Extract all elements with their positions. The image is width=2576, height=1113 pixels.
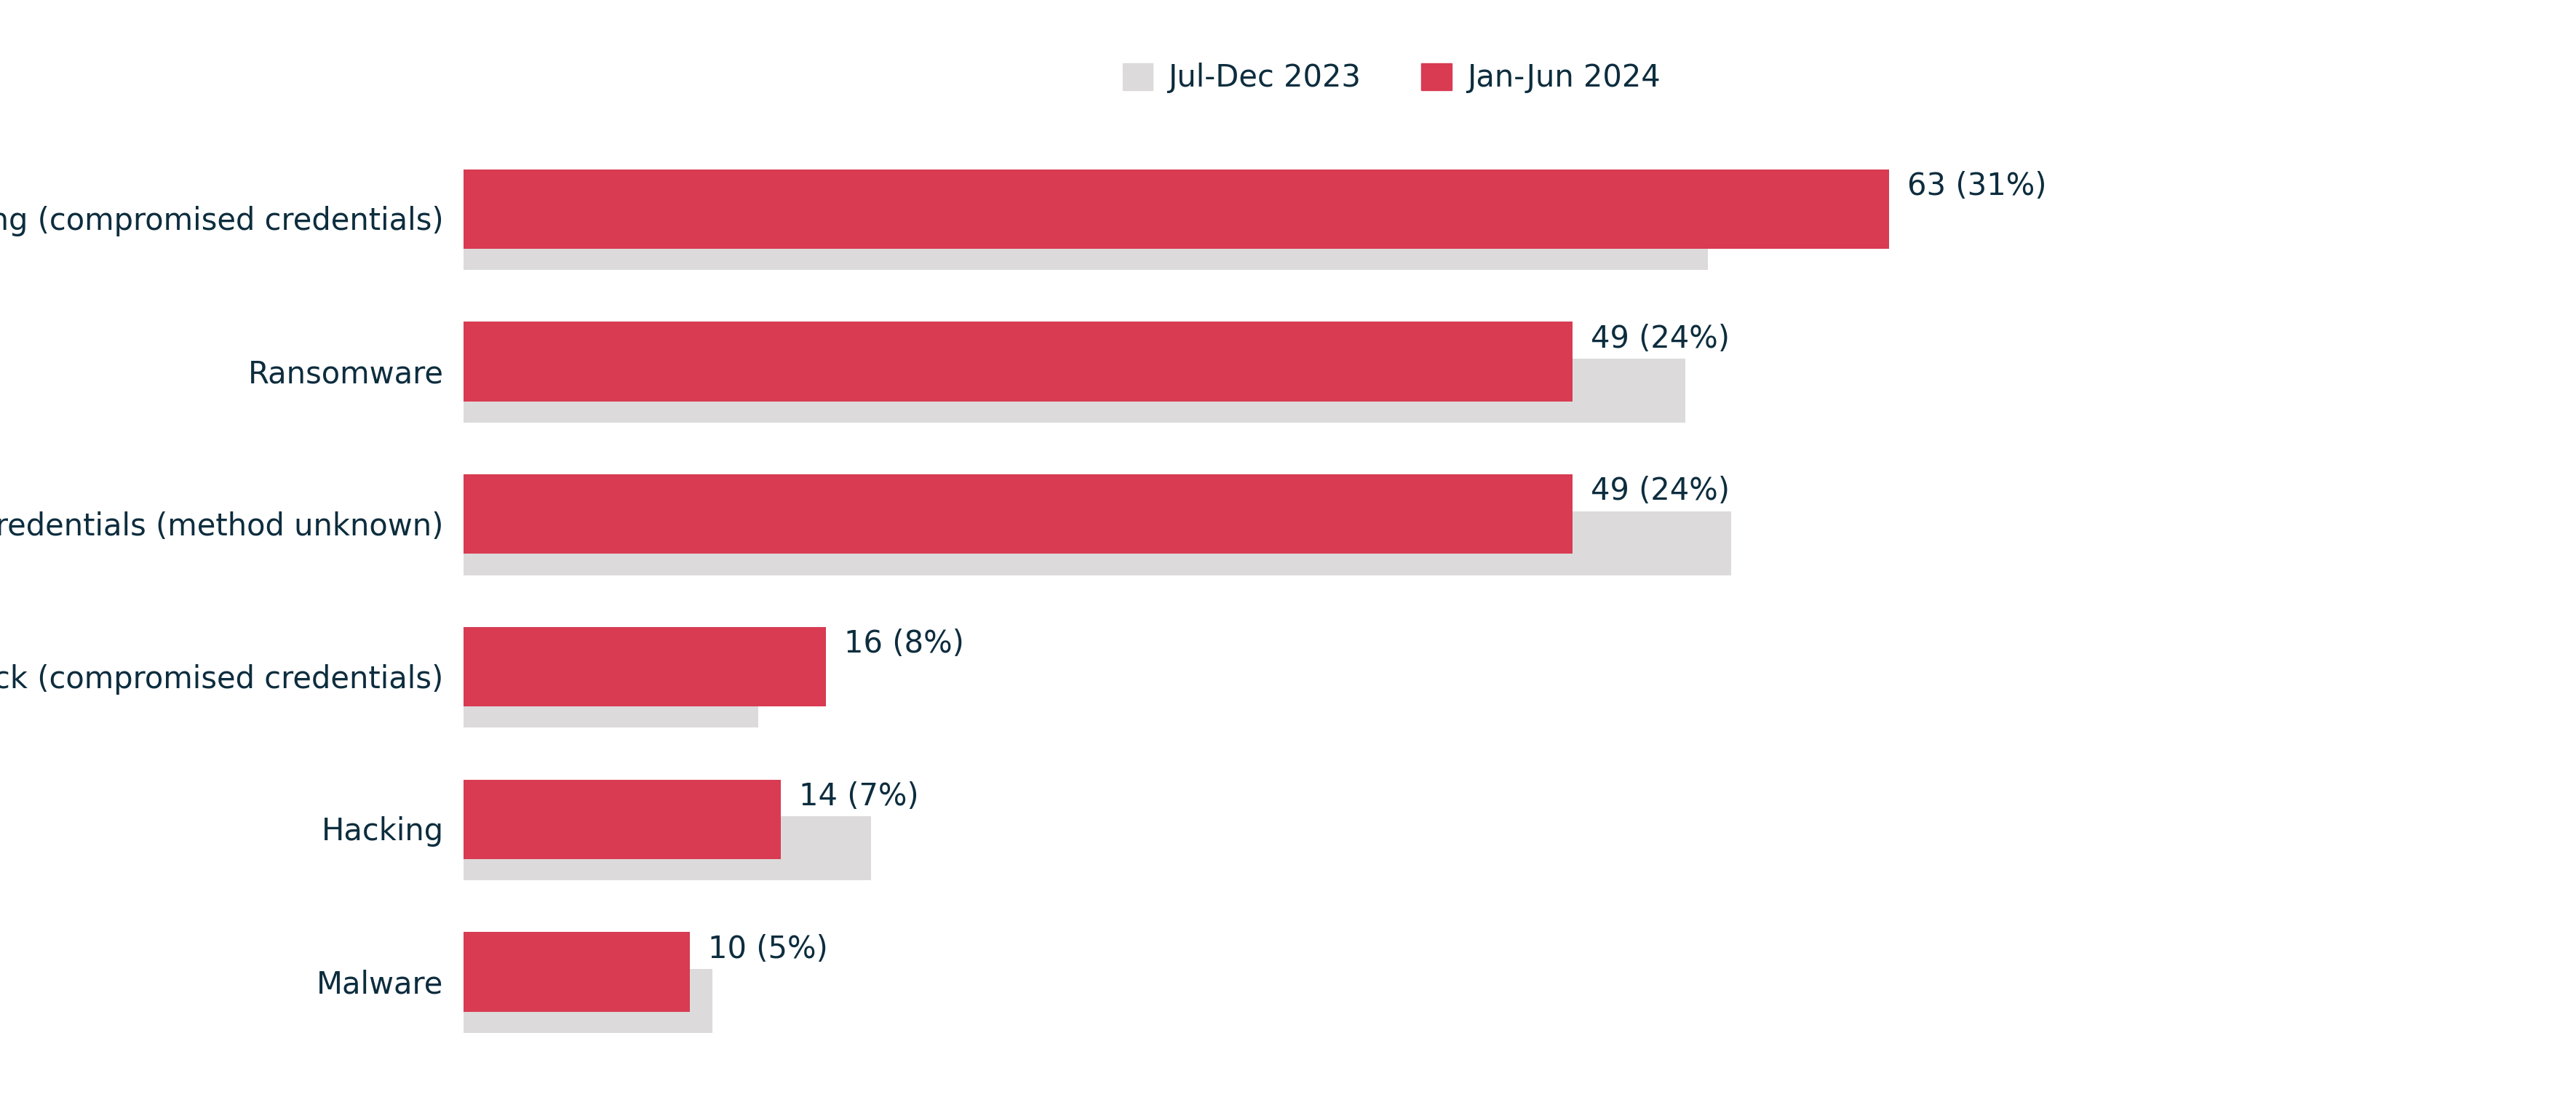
Legend: Jul-Dec 2023, Jan-Jun 2024: Jul-Dec 2023, Jan-Jun 2024 xyxy=(1110,51,1672,106)
Text: 16 (8%): 16 (8%) xyxy=(845,629,963,659)
Bar xyxy=(464,779,781,859)
Bar xyxy=(464,358,1685,423)
Text: 14 (7%): 14 (7%) xyxy=(799,781,917,811)
Bar xyxy=(464,206,1708,270)
Bar xyxy=(464,933,690,1012)
Text: 49 (24%): 49 (24%) xyxy=(1589,476,1728,506)
Bar xyxy=(464,627,824,707)
Bar xyxy=(464,968,714,1033)
Bar xyxy=(464,169,1888,248)
Bar xyxy=(464,511,1731,575)
Bar xyxy=(464,663,757,728)
Bar xyxy=(464,816,871,880)
Bar xyxy=(464,322,1571,401)
Bar xyxy=(464,474,1571,554)
Text: 49 (24%): 49 (24%) xyxy=(1589,324,1728,354)
Text: 63 (31%): 63 (31%) xyxy=(1906,170,2045,201)
Text: 10 (5%): 10 (5%) xyxy=(708,934,827,964)
